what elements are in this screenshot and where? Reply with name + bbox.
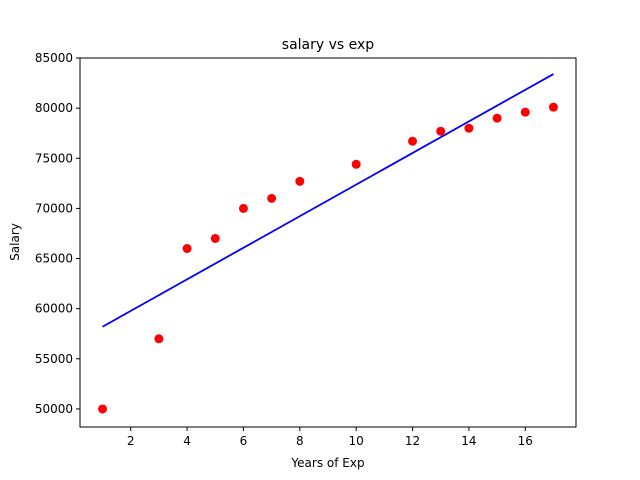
x-axis-label: Years of Exp (290, 456, 364, 470)
y-axis-ticks: 50000 55000 60000 65000 70000 75000 80000 85000 (35, 51, 80, 416)
x-tick-label: 14 (461, 434, 476, 448)
y-tick-label: 75000 (35, 151, 73, 165)
y-tick-label: 70000 (35, 201, 73, 215)
y-axis-label: Salary (8, 223, 22, 261)
y-tick-label: 60000 (35, 302, 73, 316)
x-tick-label: 12 (405, 434, 420, 448)
x-tick-label: 4 (183, 434, 191, 448)
data-point (351, 159, 361, 169)
regression-line-layer (102, 73, 554, 328)
y-tick-label: 85000 (35, 51, 73, 65)
data-point (295, 176, 305, 186)
x-tick-label: 10 (349, 434, 364, 448)
x-tick-label: 16 (518, 434, 533, 448)
x-axis-ticks: 2 4 6 8 10 12 14 16 (127, 427, 533, 448)
data-point (98, 404, 108, 414)
x-tick-label: 8 (296, 434, 304, 448)
y-tick-label: 55000 (35, 352, 73, 366)
data-point (436, 126, 446, 136)
regression-line (102, 73, 554, 328)
data-point (520, 107, 530, 117)
x-tick-label: 2 (127, 434, 135, 448)
y-tick-label: 50000 (35, 402, 73, 416)
data-point (210, 233, 220, 243)
data-point (238, 203, 248, 213)
data-point (182, 244, 192, 254)
plot-frame (79, 57, 577, 428)
x-tick-label: 6 (240, 434, 248, 448)
data-point (267, 193, 277, 203)
data-point (548, 102, 558, 112)
data-point (154, 334, 164, 344)
chart-title: salary vs exp (282, 37, 375, 53)
data-point (492, 113, 502, 123)
data-point (408, 136, 418, 146)
y-tick-label: 65000 (35, 252, 73, 266)
y-tick-label: 80000 (35, 101, 73, 115)
scatter-points-layer (98, 102, 558, 414)
data-point (464, 123, 474, 133)
